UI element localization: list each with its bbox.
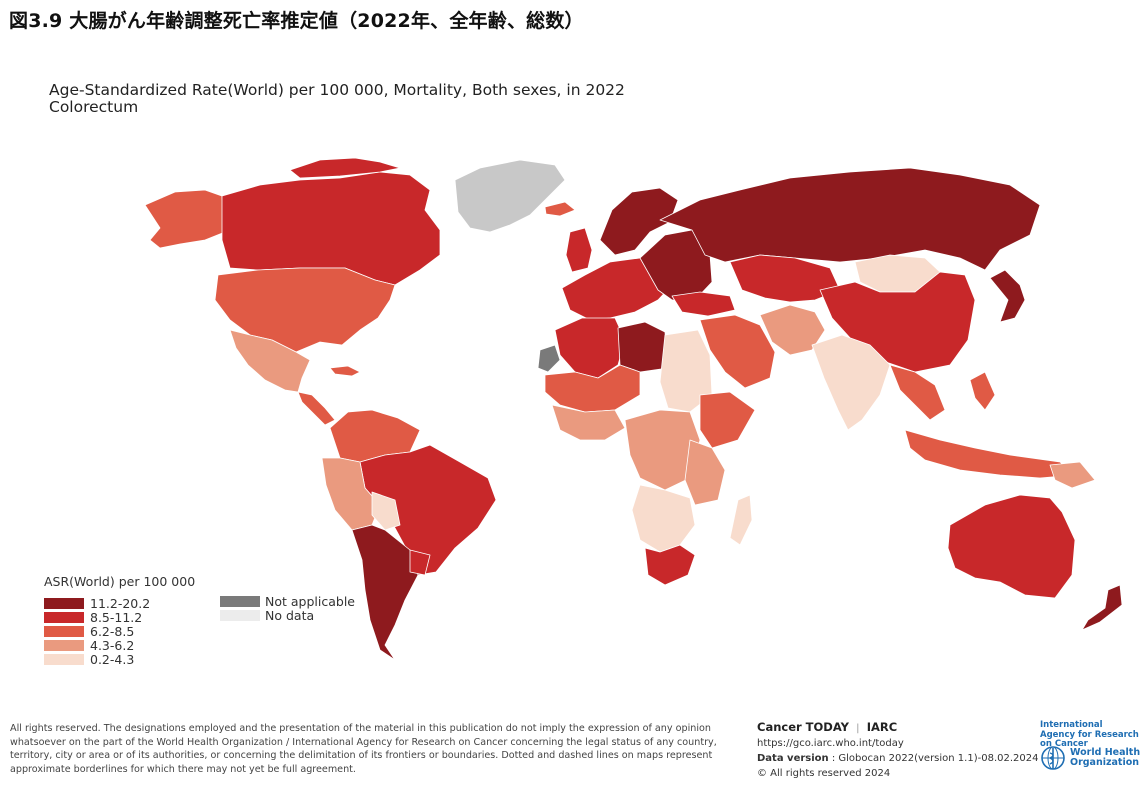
legend-swatch xyxy=(44,653,84,665)
region-argentina-chile xyxy=(351,524,419,661)
legend-item: 0.2-4.3 xyxy=(44,651,195,667)
region-eastern-europe xyxy=(639,229,713,301)
region-canada-islands xyxy=(289,157,401,179)
legend-label: 11.2-20.2 xyxy=(90,595,151,611)
disclaimer-text: All rights reserved. The designations em… xyxy=(10,723,717,775)
region-indonesia xyxy=(904,429,1076,479)
region-japan xyxy=(989,269,1026,323)
who-logo: World Health Organization xyxy=(1040,745,1140,771)
region-middle-east xyxy=(699,314,776,389)
region-india xyxy=(811,334,891,431)
legend-item-not-applicable: Not applicable xyxy=(220,593,355,609)
region-new-zealand xyxy=(1081,584,1123,631)
region-caribbean xyxy=(329,365,361,377)
who-emblem-icon xyxy=(1041,746,1065,770)
region-philippines xyxy=(969,371,996,411)
region-greenland xyxy=(454,159,566,233)
legend-item: 11.2-20.2 xyxy=(44,595,195,611)
legend-item: 6.2-8.5 xyxy=(44,623,195,639)
legend-item: 4.3-6.2 xyxy=(44,637,195,653)
iarc-logo: International Agency for Research on Can… xyxy=(1040,720,1139,749)
region-usa xyxy=(214,267,396,353)
region-sahel-west xyxy=(544,364,641,413)
legend-swatch xyxy=(220,609,260,621)
legend-label: No data xyxy=(265,607,315,623)
map-title: Age-Standardized Rate(World) per 100 000… xyxy=(49,82,625,116)
legend-title: ASR(World) per 100 000 xyxy=(44,574,196,589)
legend-extra: Not applicable No data xyxy=(220,593,355,623)
who-logo-line2: Organization xyxy=(1070,757,1140,768)
source-org: IARC xyxy=(866,720,898,734)
source-url[interactable]: https://gco.iarc.who.int/today xyxy=(757,738,904,749)
region-scandinavia xyxy=(599,187,679,256)
map-title-line2: Colorectum xyxy=(49,98,139,116)
source-title: Cancer TODAY xyxy=(757,720,849,734)
region-uruguay xyxy=(409,549,431,576)
region-horn-africa xyxy=(699,391,756,449)
region-madagascar xyxy=(729,494,753,546)
legend-swatch xyxy=(220,595,260,607)
region-southeast-asia xyxy=(889,364,946,421)
legend-label: 0.2-4.3 xyxy=(90,651,135,667)
legend-item: 8.5-11.2 xyxy=(44,609,195,625)
source-separator: | xyxy=(856,723,860,734)
region-paraguay xyxy=(371,491,401,531)
legend-label: 8.5-11.2 xyxy=(90,609,143,625)
region-papua xyxy=(1049,461,1096,489)
region-east-africa xyxy=(684,439,726,506)
legend-swatch xyxy=(44,611,84,623)
region-russia xyxy=(659,167,1041,271)
region-uk xyxy=(565,227,593,273)
data-version-value: : Globocan 2022(version 1.1)-08.02.2024 xyxy=(828,753,1039,764)
legend: ASR(World) per 100 000 11.2-20.2 8.5-11.… xyxy=(44,574,196,667)
data-version-label: Data version xyxy=(757,753,829,764)
legend-item-no-data: No data xyxy=(220,607,355,623)
region-south-africa xyxy=(644,544,696,586)
region-turkey xyxy=(671,291,736,317)
legend-swatch xyxy=(44,639,84,651)
region-alaska xyxy=(144,189,226,249)
legend-label: 4.3-6.2 xyxy=(90,637,135,653)
map-title-line1: Age-Standardized Rate(World) per 100 000… xyxy=(49,81,625,99)
source-credits: Cancer TODAY | IARC https://gco.iarc.who… xyxy=(757,720,1038,781)
region-mexico xyxy=(229,329,311,393)
legend-label: 6.2-8.5 xyxy=(90,623,135,639)
region-iceland xyxy=(544,201,576,217)
legend-swatch xyxy=(44,625,84,637)
region-west-africa xyxy=(551,404,626,441)
copyright: © All rights reserved 2024 xyxy=(757,768,891,779)
legend-label: Not applicable xyxy=(265,593,355,609)
region-north-africa-west xyxy=(554,317,626,379)
region-western-sahara xyxy=(537,344,561,373)
region-iran-pakistan xyxy=(759,304,826,356)
region-southern-africa-mid xyxy=(631,484,696,553)
who-logo-line1: World Health xyxy=(1070,747,1141,758)
figure-title: 図3.9 大腸がん年齢調整死亡率推定値（2022年、全年齢、総数） xyxy=(9,10,584,32)
region-libya xyxy=(617,321,669,373)
region-central-america xyxy=(297,391,336,426)
region-australia xyxy=(947,494,1076,599)
legend-swatch xyxy=(44,597,84,609)
